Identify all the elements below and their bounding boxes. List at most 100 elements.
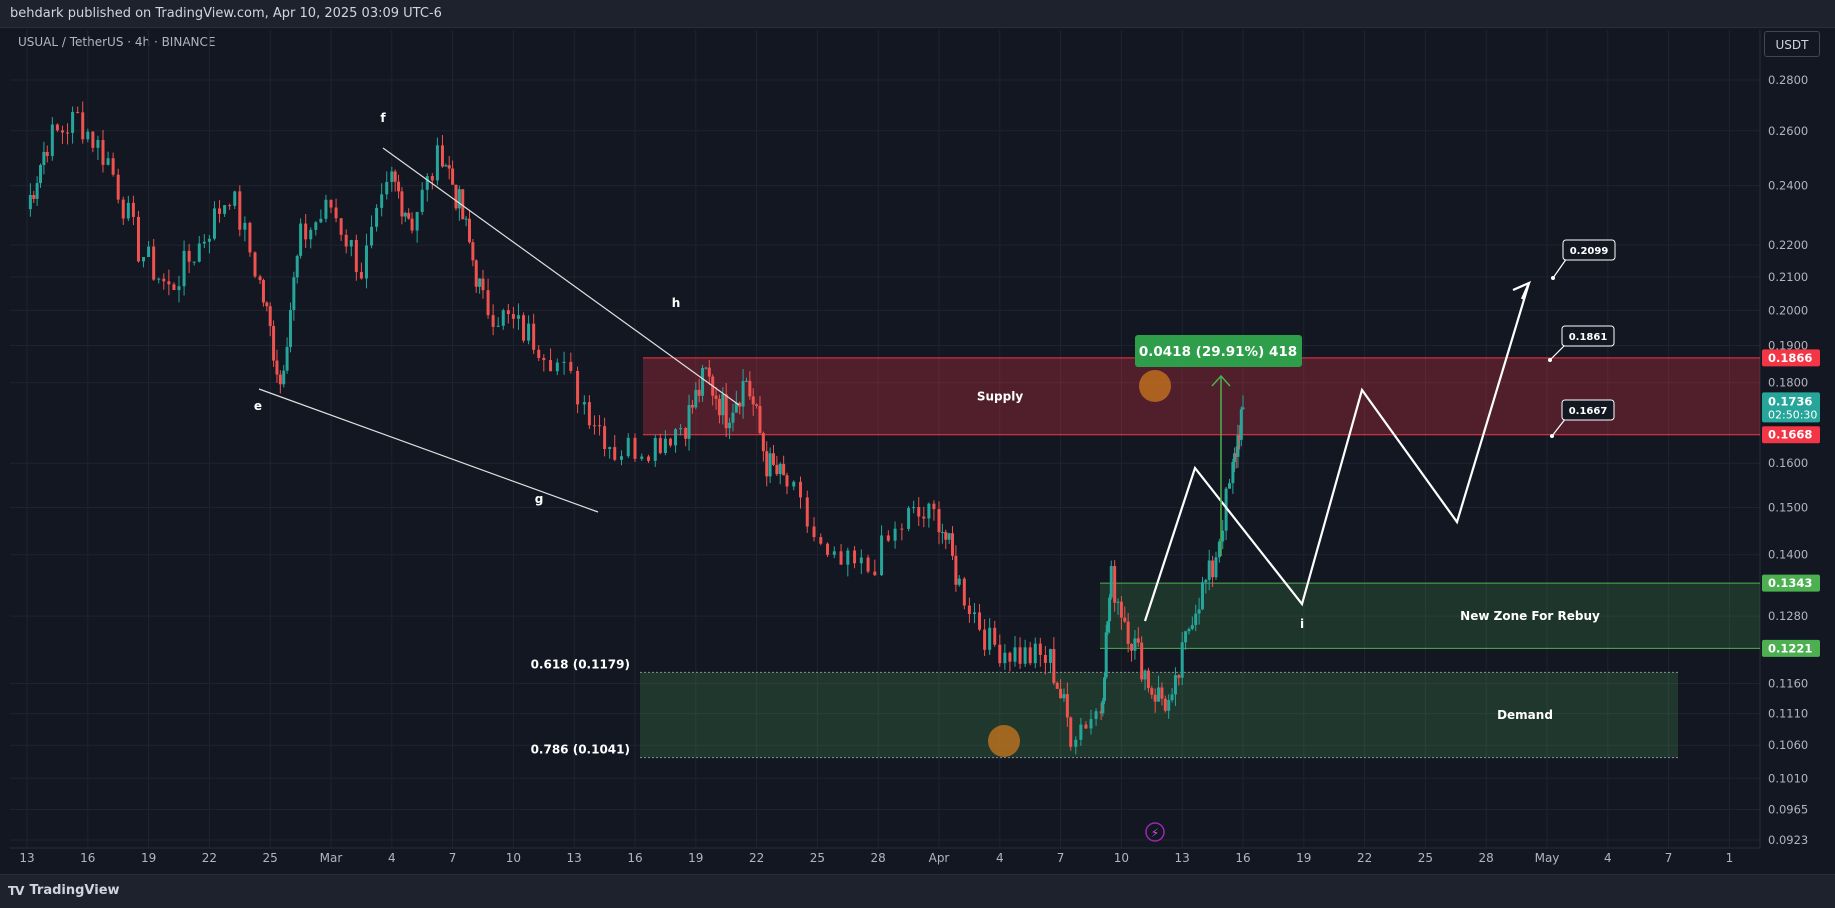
tradingview-logo-icon: TV: [8, 883, 25, 898]
candle-body: [60, 130, 64, 133]
candle-body: [1234, 453, 1238, 457]
x-tick-label: 10: [1114, 851, 1129, 865]
candle-body: [329, 199, 333, 208]
candle-body: [1079, 724, 1083, 740]
candle-body: [223, 205, 227, 214]
candle-body: [1163, 698, 1167, 711]
candle-body: [50, 124, 54, 156]
candle-body: [704, 367, 708, 369]
candle-body: [106, 158, 110, 165]
x-tick-label: 13: [19, 851, 34, 865]
candle-body: [603, 426, 607, 450]
candle-body: [334, 207, 338, 219]
candle-body: [886, 535, 890, 541]
candle-body: [447, 165, 451, 169]
price-tag-label: 0.1866: [1768, 351, 1812, 365]
candle-body: [207, 238, 211, 242]
candle-body: [741, 381, 745, 407]
candle-body: [187, 250, 191, 262]
candle-body: [1023, 647, 1027, 664]
candle-body: [668, 438, 672, 446]
candle-body: [1101, 700, 1105, 714]
candle-body: [45, 151, 49, 156]
x-tick-label: 25: [1418, 851, 1433, 865]
candle-body: [444, 165, 448, 167]
price-tag: [1762, 392, 1820, 423]
candle-body: [35, 183, 39, 199]
wave-label-h: h: [672, 296, 681, 310]
candle-body: [91, 131, 95, 148]
candle-body: [1177, 675, 1181, 678]
candle-body: [932, 503, 936, 510]
candle-body: [1143, 670, 1147, 680]
candle-body: [633, 437, 637, 459]
candle-body: [782, 463, 786, 476]
y-tick-label: 0.2200: [1768, 238, 1808, 252]
candle-body: [167, 281, 171, 285]
candle-body: [582, 402, 586, 405]
candle-body: [1123, 617, 1127, 622]
candle-body: [701, 368, 705, 396]
x-tick-label: 4: [1604, 851, 1612, 865]
candle-body: [39, 165, 43, 184]
candle-body: [555, 362, 559, 372]
candle-body: [451, 168, 455, 185]
candle-body: [707, 367, 711, 377]
candle-body: [1018, 647, 1022, 664]
candle-body: [993, 627, 997, 645]
y-tick-label: 0.2600: [1768, 124, 1808, 138]
symbol-legend[interactable]: USUAL / TetherUS · 4h · BINANCE: [18, 35, 216, 49]
candle-body: [425, 176, 429, 190]
candle-body: [218, 208, 222, 214]
candle-body: [1048, 649, 1052, 663]
candle-body: [506, 310, 510, 315]
currency-button[interactable]: USDT: [1764, 31, 1820, 57]
candle-body: [1052, 649, 1056, 683]
candle-body: [728, 422, 732, 429]
fib-label: 0.618 (0.1179): [531, 657, 630, 671]
wave-label-g: g: [535, 492, 544, 506]
candle-body: [96, 139, 100, 148]
x-tick-label: 28: [1479, 851, 1494, 865]
measure-arrow-head: [1211, 374, 1231, 387]
candle-body: [592, 425, 596, 427]
y-tick-label: 0.1010: [1768, 771, 1808, 785]
candle-body: [1214, 557, 1218, 578]
measure-box: [1135, 335, 1302, 367]
x-tick-label: 1: [1726, 851, 1734, 865]
candle-body: [126, 202, 130, 219]
candle-body: [1089, 719, 1093, 729]
candle-body: [390, 171, 394, 182]
x-tick-label: 25: [810, 851, 825, 865]
candle-body: [954, 555, 958, 585]
candle-body: [1084, 724, 1088, 729]
projection-arrow-head: [1512, 280, 1532, 300]
price-tag-label: 0.1736: [1768, 394, 1812, 408]
candle-body: [278, 374, 282, 385]
candle-body: [265, 302, 269, 307]
candle-body: [1217, 541, 1221, 558]
candle-body: [233, 191, 237, 206]
publish-info: behdark published on TradingView.com, Ap…: [10, 6, 442, 21]
candle-body: [131, 202, 135, 217]
x-tick-label: May: [1535, 851, 1560, 865]
candle-body: [785, 475, 789, 487]
y-tick-label: 0.1160: [1768, 676, 1808, 690]
candle-body: [653, 437, 657, 461]
candle-body: [761, 432, 765, 452]
wave-label-i: i: [1300, 617, 1304, 631]
candle-body: [853, 550, 857, 564]
candle-body: [248, 222, 252, 253]
candle-body: [1231, 461, 1235, 484]
candle-body: [988, 627, 992, 650]
candle-body: [608, 447, 612, 450]
wave-label-e: e: [254, 399, 262, 413]
tradingview-brand[interactable]: TV TradingView: [8, 883, 120, 898]
x-tick-label: 16: [1235, 851, 1250, 865]
candle-body: [380, 194, 384, 208]
candle-body: [775, 464, 779, 475]
candle-body: [212, 208, 216, 239]
candle-body: [967, 605, 971, 615]
rebuy-zone-label: New Zone For Rebuy: [1460, 609, 1600, 623]
